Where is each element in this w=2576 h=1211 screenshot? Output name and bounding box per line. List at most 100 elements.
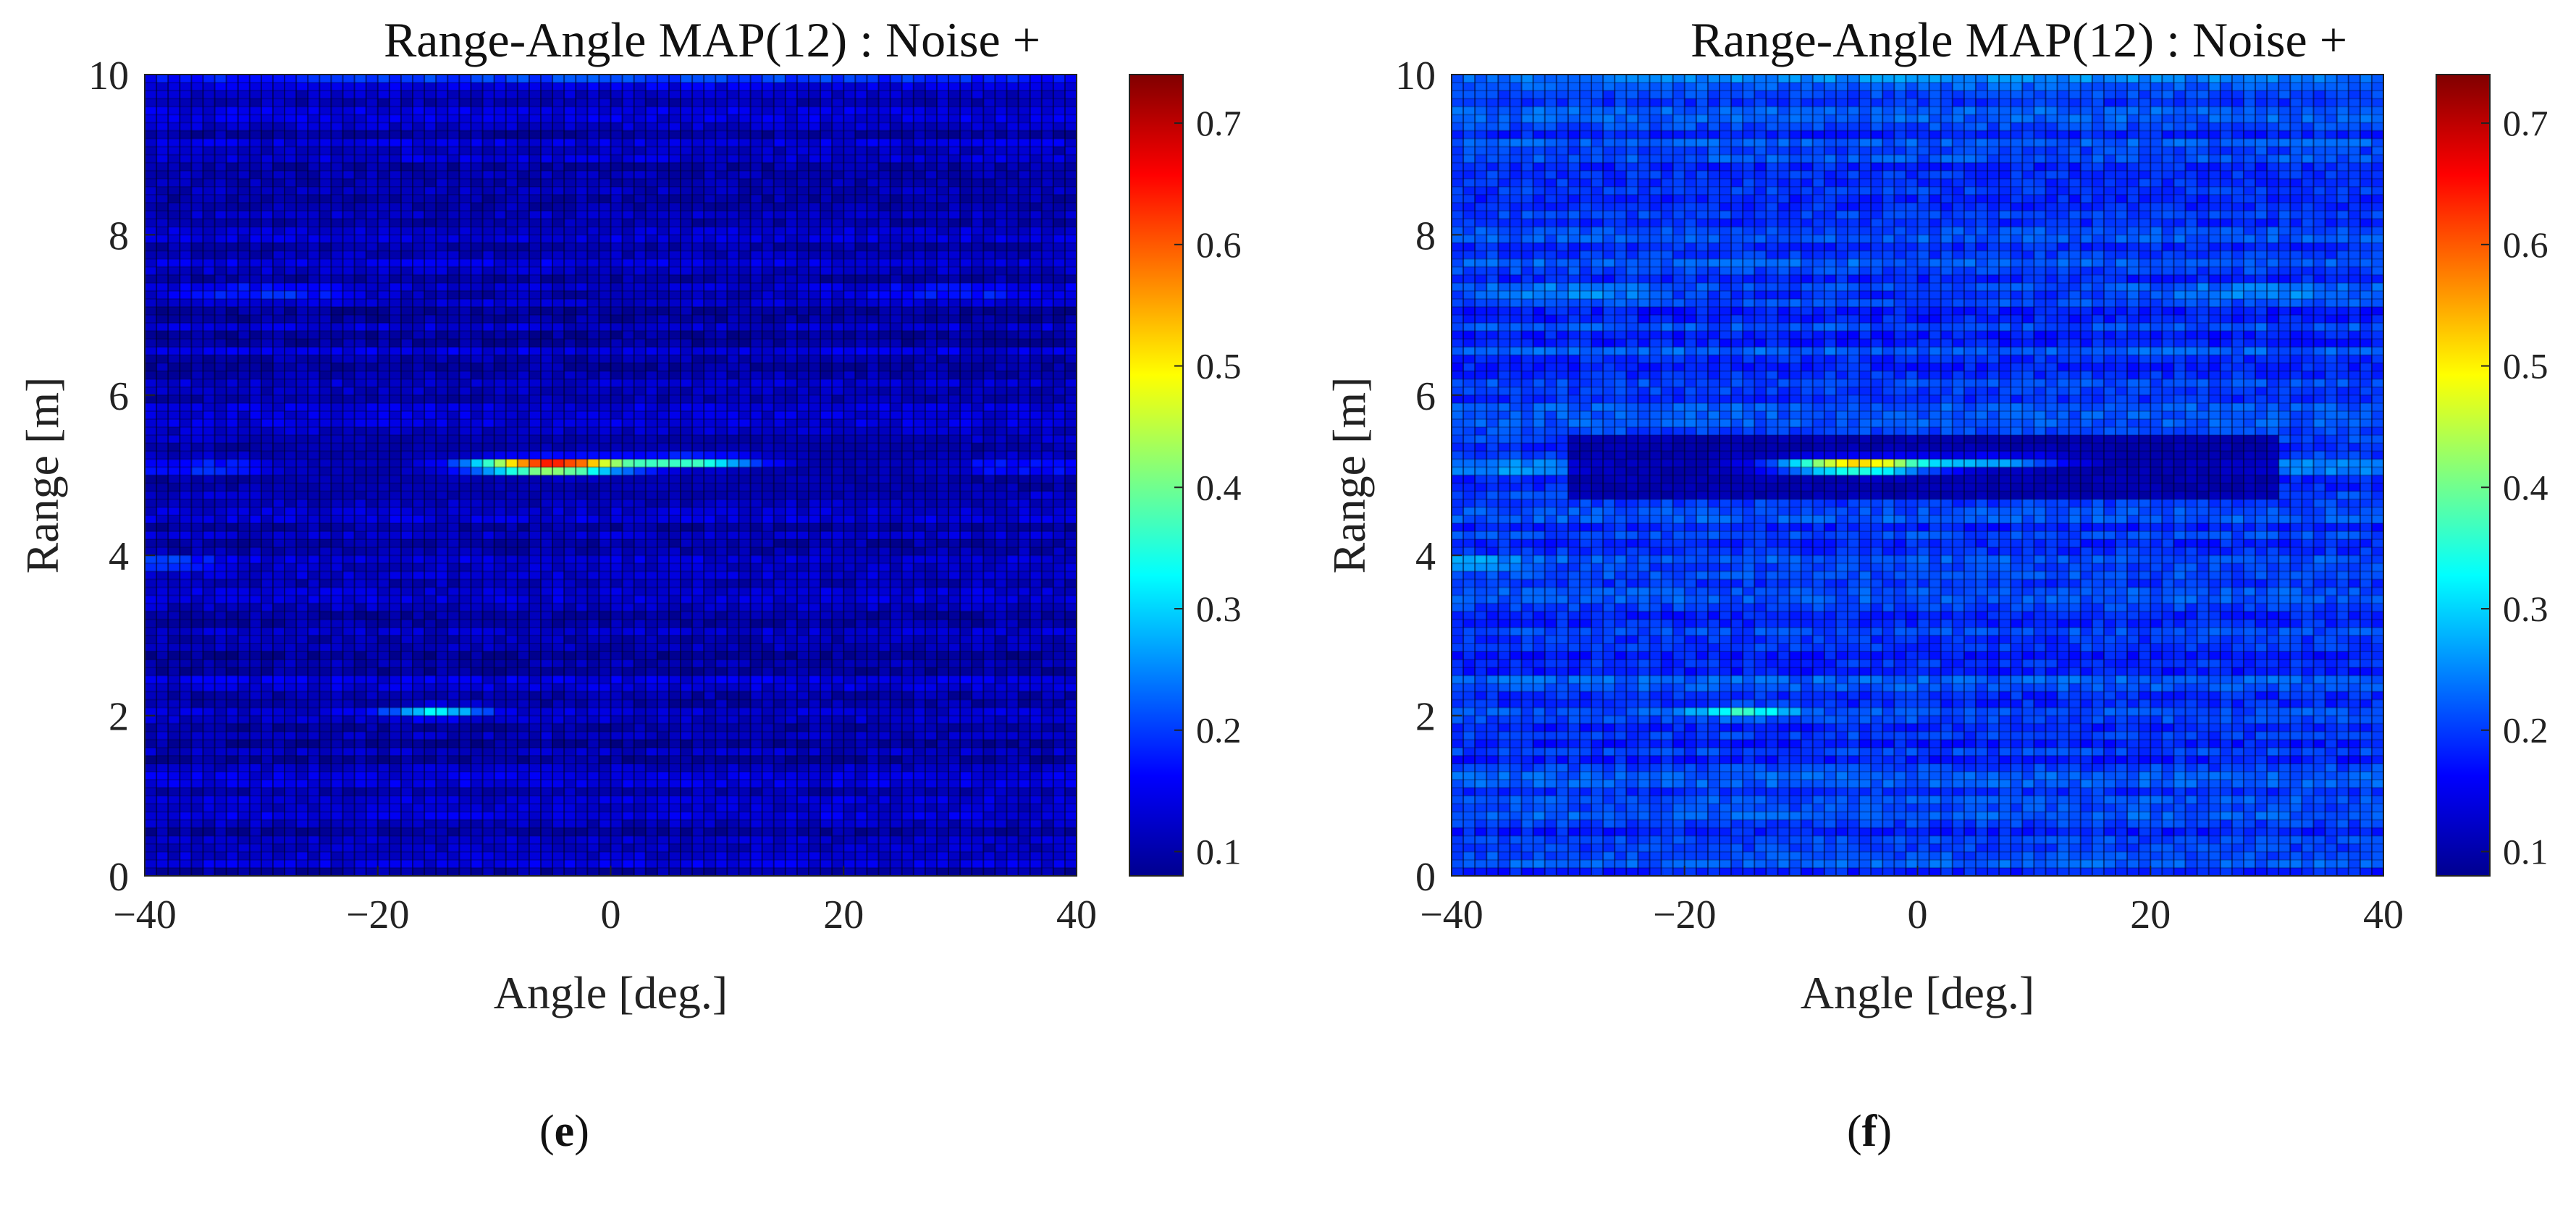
heatmap-cell [540,555,553,564]
heatmap-cell [1053,410,1066,420]
heatmap-cell [878,219,891,227]
heatmap-cell [796,307,809,316]
heatmap-cell [447,290,460,300]
heatmap-cell [505,427,518,436]
heatmap-cell [377,298,390,308]
heatmap-cell [296,290,308,300]
heatmap-cell [564,491,576,500]
heatmap-cell [832,331,844,339]
heatmap-cell [762,355,775,364]
heatmap-cell [540,242,553,252]
heatmap-cell [599,170,612,180]
heatmap-cell [389,315,402,324]
heatmap-cell [564,250,576,260]
heatmap-cell [901,419,914,428]
heatmap-cell [890,106,903,115]
heatmap-cell [285,491,297,500]
heatmap-cell [447,235,460,244]
heatmap-cell [657,106,670,115]
heatmap-cell [657,371,670,380]
heatmap-cell [715,282,728,292]
heatmap-cell [972,75,984,83]
heatmap-cell [226,130,239,140]
heatmap-cell [936,402,949,412]
heatmap-cell [203,195,216,203]
heatmap-cell [191,307,204,316]
heatmap-cell [715,379,728,388]
heatmap-cell [377,339,390,347]
heatmap-cell [878,106,891,115]
heatmap-cell [296,242,308,252]
heatmap-cell [342,274,355,284]
heatmap-cell [214,298,227,308]
heatmap-cell [459,154,472,164]
heatmap-cell [785,402,798,412]
heatmap-cell [1030,162,1043,172]
heatmap-cell [1018,250,1031,260]
heatmap-cell [668,83,681,91]
heatmap-cell [704,491,716,500]
heatmap-cell [203,467,216,476]
heatmap-cell [715,146,728,156]
heatmap-cell [785,250,798,260]
heatmap-cell [540,475,553,484]
heatmap-cell [540,499,553,508]
heatmap-cell [727,203,740,211]
heatmap-cell [191,547,204,556]
heatmap-cell [237,282,251,292]
heatmap-cell [738,298,752,308]
heatmap-cell [168,154,180,164]
heatmap-cell [983,523,996,532]
heatmap-cell [610,331,623,339]
heatmap-cell [505,402,518,412]
heatmap-cell [913,235,926,244]
heatmap-cell [1064,475,1077,484]
heatmap-cell [808,402,821,412]
heatmap-cell [1006,290,1019,300]
heatmap-cell [681,394,693,404]
heatmap-cell [773,130,786,140]
heatmap-cell [983,122,996,132]
heatmap-cell [773,379,786,388]
heatmap-cell [948,75,961,83]
heatmap-cell [168,427,180,436]
heatmap-cell [447,539,460,548]
heatmap-cell [610,170,623,180]
heatmap-cell [261,90,274,99]
heatmap-cell [203,387,216,396]
heatmap-cell [808,331,821,339]
heatmap-cell [517,211,530,219]
heatmap-cell [867,347,880,356]
heatmap-cell [645,523,658,532]
heatmap-cell [587,331,600,339]
heatmap-cell [308,523,320,532]
heatmap-cell [517,122,530,132]
heatmap-cell [1053,467,1066,476]
heatmap-cell [972,227,984,235]
heatmap-cell [913,363,926,372]
heatmap-cell [413,178,425,187]
heatmap-cell [482,219,495,227]
heatmap-cell [400,339,413,347]
heatmap-cell [936,531,949,540]
heatmap-cell [145,379,157,388]
heatmap-cell [377,138,390,148]
heatmap-cell [867,363,880,372]
heatmap-cell [855,410,868,420]
heatmap-cell [692,339,704,347]
heatmap-cell [505,379,518,388]
heatmap-cell [505,290,518,300]
heatmap-cell [226,402,239,412]
heatmap-cell [354,387,367,396]
heatmap-cell [1006,547,1019,556]
heatmap-cell [681,90,693,99]
heatmap-cell [342,186,355,195]
heatmap-cell [645,371,658,380]
heatmap-cell [773,531,786,540]
heatmap-cell [342,539,355,548]
heatmap-cell [692,499,704,508]
heatmap-cell [704,178,716,187]
heatmap-cell [180,211,192,219]
heatmap-cell [773,203,786,211]
heatmap-cell [459,130,472,140]
